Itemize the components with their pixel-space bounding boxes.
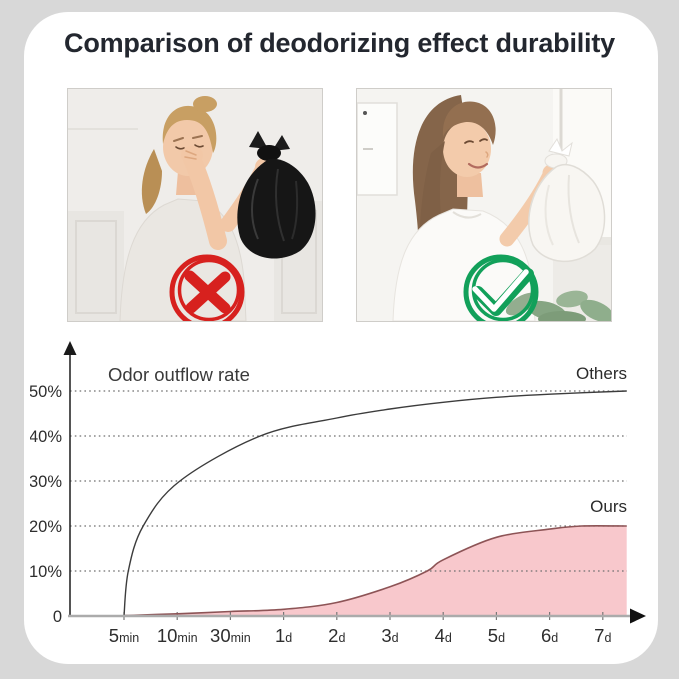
chart-title: Odor outflow rate <box>108 364 250 385</box>
others-series-label: Others <box>576 364 627 383</box>
whiteboard <box>357 102 398 196</box>
page-title: Comparison of deodorizing effect durabil… <box>64 28 615 58</box>
x-axis-arrow-icon <box>630 608 646 624</box>
chart-grid-layer <box>70 390 627 620</box>
y-tick-label: 50% <box>30 383 62 401</box>
ours-area <box>124 525 627 616</box>
bad-photo-illustration <box>68 89 322 321</box>
woman-smiling <box>392 95 560 321</box>
white-trash-bag <box>528 137 606 263</box>
x-tick-label: 5d <box>488 625 505 646</box>
ours-line <box>123 524 627 617</box>
chart-series-layer <box>123 390 627 617</box>
y-tick-label: 10% <box>30 563 62 581</box>
durability-chart: Odor outflow rate Others Ours 0 10% 20% 30%… <box>29 336 662 666</box>
check-mark-icon <box>463 254 539 321</box>
y-axis-arrow-icon <box>63 341 77 355</box>
black-trash-bag <box>237 131 316 259</box>
comparison-photo-good <box>356 88 612 322</box>
comparison-photo-bad <box>67 88 323 322</box>
x-tick-label: 4d <box>435 625 452 646</box>
x-tick-label: 3d <box>381 625 398 646</box>
y-tick-label: 40% <box>30 428 62 446</box>
chart-axes <box>63 341 646 624</box>
x-tick-label: 7d <box>594 625 611 646</box>
chart-fill-layer <box>124 525 627 616</box>
x-tick-label: 5min <box>109 625 139 646</box>
ours-series-label: Ours <box>590 497 627 516</box>
good-photo-illustration <box>357 89 611 321</box>
others-line <box>123 390 627 617</box>
x-tick-label: 10min <box>157 625 198 646</box>
y-tick-label: 0 <box>53 608 62 626</box>
chart-svg: Odor outflow rate Others Ours 0 10% 20% 30%… <box>29 341 646 646</box>
x-tick-label: 1d <box>275 625 292 646</box>
x-tick-label: 6d <box>541 625 558 646</box>
y-tick-label: 30% <box>30 473 62 491</box>
y-tick-label: 20% <box>30 518 62 536</box>
x-tick-label: 30min <box>210 625 251 646</box>
x-mark-icon <box>169 254 245 321</box>
chart-text-layer: Odor outflow rate Others Ours 0 10% 20% 30%… <box>29 364 627 646</box>
x-tick-label: 2d <box>328 625 345 646</box>
